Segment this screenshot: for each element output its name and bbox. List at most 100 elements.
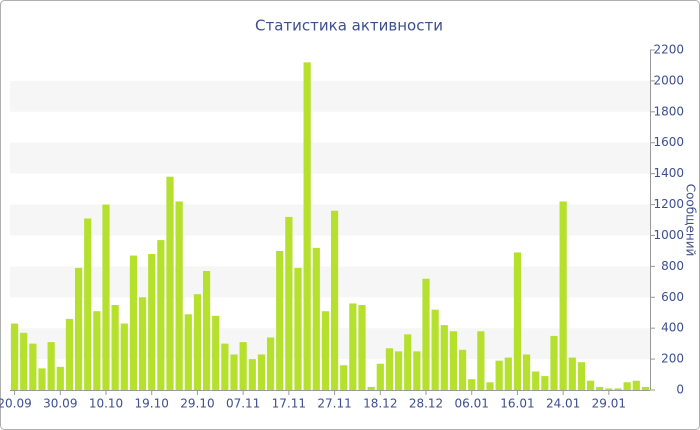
x-tick-label: 19.10 [135, 397, 169, 411]
bar [532, 371, 540, 390]
bar [559, 201, 567, 390]
bar [175, 201, 183, 390]
bar [257, 354, 266, 390]
bar [614, 388, 622, 390]
bar [440, 325, 448, 390]
y-tick-label: 400 [661, 321, 684, 335]
bar [358, 305, 366, 390]
bar [38, 368, 46, 390]
bar [623, 382, 631, 390]
bar [157, 240, 165, 390]
bar [504, 357, 512, 390]
y-tick-label: 600 [661, 290, 684, 304]
x-tick-label: 16.01 [500, 397, 534, 411]
y-tick-label: 200 [661, 352, 684, 366]
x-tick-label: 27.11 [317, 397, 351, 411]
grid-band [10, 204, 650, 236]
bar [285, 216, 293, 390]
y-tick-label: 2200 [653, 43, 684, 57]
bar [422, 278, 430, 390]
x-tick-label: 07.11 [226, 397, 260, 411]
bar [239, 342, 247, 390]
bar [184, 314, 192, 390]
bar [477, 331, 485, 390]
bar [340, 365, 348, 390]
bar [93, 311, 101, 390]
bar [166, 176, 174, 390]
bar [349, 303, 357, 390]
bar [266, 337, 275, 390]
bar [605, 388, 613, 390]
y-tick-label: 1400 [653, 166, 684, 180]
bar [138, 297, 147, 390]
bar [394, 351, 403, 390]
bar [458, 349, 467, 390]
bar [276, 250, 284, 390]
x-tick-label: 06.01 [455, 397, 489, 411]
bar [541, 376, 549, 390]
bar [10, 323, 19, 390]
bar [148, 254, 156, 390]
bar [596, 386, 604, 390]
bar [230, 354, 238, 390]
y-tick-label: 1600 [653, 135, 684, 149]
bar [120, 323, 128, 390]
x-tick-label: 29.01 [592, 397, 626, 411]
bar [29, 343, 37, 390]
bar [522, 354, 531, 390]
bar [312, 247, 320, 390]
y-axis-label: Сообщений [684, 184, 698, 257]
bar [74, 267, 83, 390]
bar [248, 359, 256, 390]
bar [221, 343, 229, 390]
x-tick-label: 24.01 [546, 397, 580, 411]
x-tick-label: 30.09 [43, 397, 77, 411]
y-tick-label: 1200 [653, 197, 684, 211]
bar [303, 62, 311, 390]
bar [385, 348, 394, 390]
bar [84, 218, 92, 390]
grid-band [10, 142, 650, 174]
bar [376, 363, 384, 390]
y-tick-label: 1800 [653, 104, 684, 118]
x-tick-label: 10.10 [89, 397, 123, 411]
bar [568, 357, 576, 390]
x-tick-label: 18.12 [363, 397, 397, 411]
bar [111, 305, 119, 390]
bar [321, 311, 330, 390]
x-tick-label: 29.10 [180, 397, 214, 411]
bar [367, 386, 375, 390]
grid-band [10, 266, 650, 298]
bar [47, 342, 55, 390]
x-tick-label: 17.11 [272, 397, 306, 411]
bar [431, 309, 439, 390]
y-tick-label: 0 [676, 383, 684, 397]
bar [413, 351, 421, 390]
y-tick-label: 800 [661, 259, 684, 273]
bar [129, 255, 138, 390]
y-tick-label: 1000 [653, 228, 684, 242]
bar [468, 379, 476, 390]
bar [56, 366, 64, 390]
bar [404, 334, 412, 390]
bar [65, 318, 74, 390]
bar [202, 271, 211, 390]
bar [294, 267, 302, 390]
bar [102, 204, 110, 390]
bar [577, 362, 586, 390]
bar [513, 252, 522, 390]
bar [641, 386, 650, 390]
y-tick-label: 2000 [653, 73, 684, 87]
bar [20, 332, 28, 390]
bar [586, 380, 595, 390]
bar [449, 331, 458, 390]
grid-band [10, 80, 650, 112]
bar [330, 210, 339, 390]
bar [632, 380, 640, 390]
chart-title: Статистика активности [255, 17, 443, 35]
x-tick-label: 20.09 [0, 397, 32, 411]
bar [193, 294, 202, 390]
bar [550, 335, 558, 390]
